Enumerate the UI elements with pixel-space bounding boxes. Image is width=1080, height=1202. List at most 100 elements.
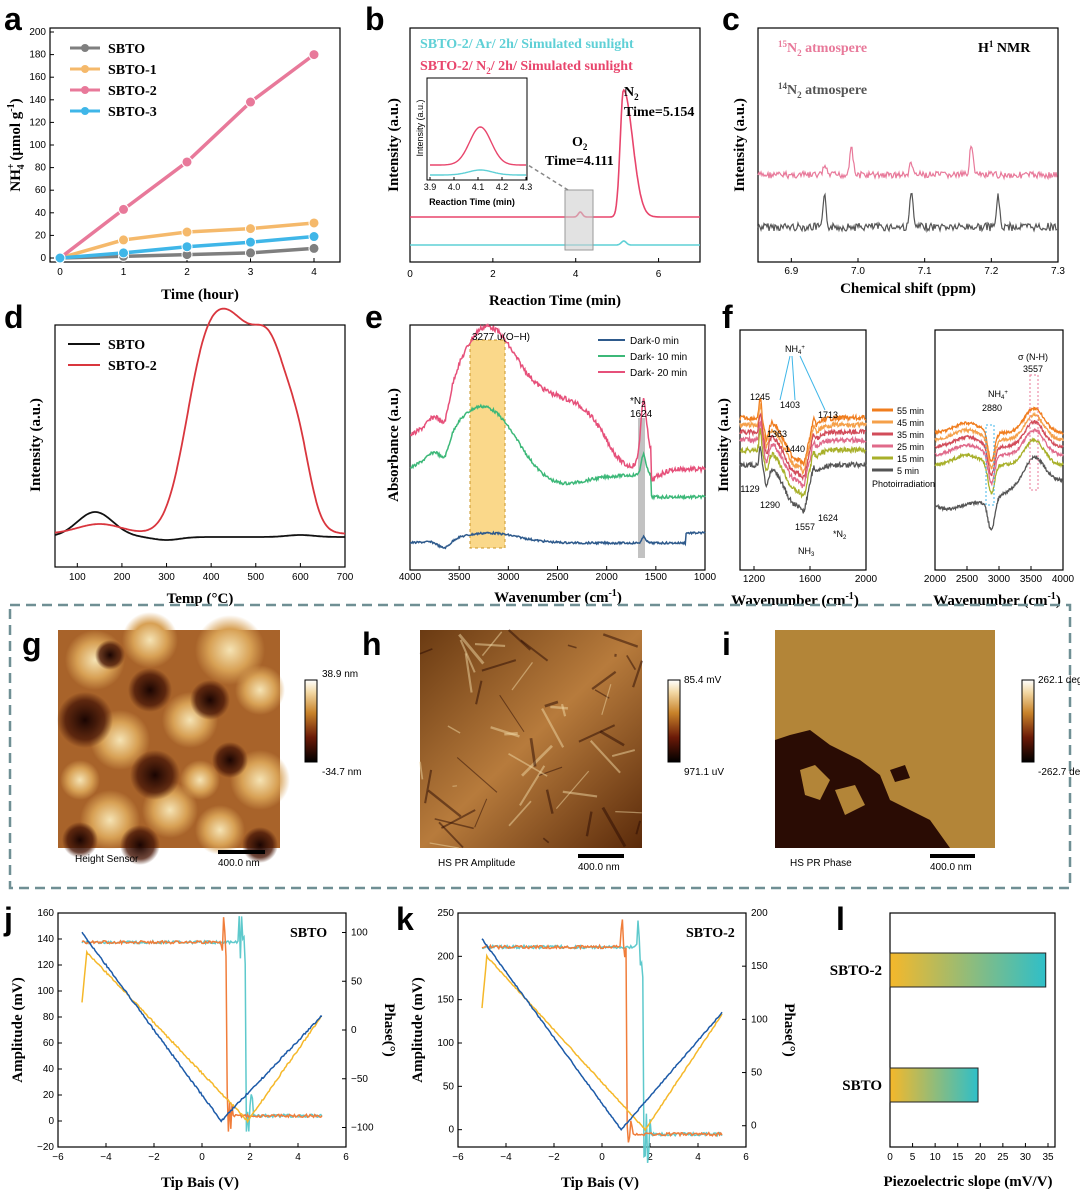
x-tick-label: 5	[910, 1152, 916, 1163]
texture-streak	[458, 633, 485, 665]
panel-e-xlabel: Wavenumber (cm-1)	[494, 588, 622, 606]
texture-streak	[544, 700, 559, 708]
panel-d-ylabel: Intensity (a.u.)	[28, 398, 44, 492]
height-peak	[195, 805, 245, 855]
panel-d-xlabel: Temp (°C)	[167, 591, 234, 607]
texture-streak	[542, 837, 550, 844]
x-tick-label: 4000	[399, 572, 422, 583]
panel-e-legend: Dark-0 min Dark- 10 min Dark- 20 min	[598, 336, 687, 379]
panel-f-xlabel-right: Wavenumber (cm-1)	[933, 591, 1061, 609]
o2-peak-time: Time=4.111	[545, 154, 614, 169]
x-tick-label: 0	[407, 269, 413, 280]
height-peak	[60, 760, 100, 800]
inset-x-tick: 4.3	[520, 182, 533, 192]
legend-label: SBTO-2	[108, 84, 157, 99]
legend-marker	[81, 86, 89, 94]
inset-x-tick: 4.1	[472, 182, 485, 192]
series-15-min-right	[934, 437, 1064, 495]
afm-g-caption: Height Sensor	[75, 854, 139, 865]
x-tick-label: 2	[184, 267, 190, 278]
panel-c-frame	[757, 27, 1059, 263]
panel-e-ylabel: Absorbance (a.u.)	[386, 388, 402, 502]
data-point	[245, 96, 256, 108]
panel-d-chart: Temp (°C) Intensity (a.u.) 100 200 300 400 5…	[28, 307, 354, 607]
y2-tick-label: 150	[751, 961, 768, 972]
height-valley	[190, 680, 230, 720]
ann-1713: 1713	[818, 410, 838, 420]
ann-1290: 1290	[760, 500, 780, 510]
y-tick-label: 100	[437, 1038, 454, 1049]
panel-letter-j: j	[3, 901, 13, 937]
texture-streak	[550, 705, 569, 710]
y2-tick-label: 100	[351, 928, 368, 939]
panel-b-chart: Reaction Time (min) Intensity (a.u.) 0 2 4…	[386, 27, 701, 309]
ann-nh: σ (N-H)	[1018, 352, 1048, 362]
bar-label-SBTO: SBTO	[842, 1078, 882, 1094]
texture-streak	[504, 732, 518, 736]
series-14n2-trace	[757, 192, 1058, 234]
panel-b-xlabel: Reaction Time (min)	[489, 293, 621, 309]
texture-streak	[511, 662, 534, 691]
colorbar-g-min: -34.7 nm	[322, 767, 361, 778]
texture-streak	[601, 806, 627, 848]
legend-label: 25 min	[897, 442, 924, 452]
ann-n2: *N2	[833, 529, 847, 541]
texture-streak	[521, 744, 553, 777]
afm-dashed-frame	[8, 603, 1072, 890]
ann-1557: 1557	[795, 522, 815, 532]
texture-streak	[508, 800, 532, 827]
legend-15n2: 15N2 atmospere	[778, 39, 867, 58]
y2-tick-label: −50	[351, 1074, 368, 1085]
n2-highlight-band	[638, 418, 645, 558]
panel-a-xlabel: Time (hour)	[161, 287, 239, 303]
ann-arrow	[791, 355, 796, 401]
panel-l-frame	[889, 912, 1056, 1148]
panel-j-ticks: −6 −4 −2 0 2 4 6−20020406080100120140160−100−5…	[37, 908, 374, 1163]
ann-arrow	[779, 355, 791, 401]
legend-note: Photoirradiation	[872, 479, 935, 489]
n2-peak-label: N2	[624, 85, 639, 102]
colorbar-i-min: -262.7 deg	[1038, 767, 1080, 778]
legend-label: 45 min	[897, 418, 924, 428]
panel-j-xlabel: Tip Bais (V)	[161, 1175, 239, 1191]
data-point	[118, 234, 129, 246]
x-tick-label: 3000	[497, 572, 520, 583]
panel-f-ticks: 1200 1600 2000 2000 2500 3000 3500 4000	[743, 566, 1075, 585]
panel-letter-k: k	[396, 901, 414, 937]
texture-streak	[474, 798, 488, 828]
texture-streak	[578, 724, 616, 743]
inset-n2-curve	[430, 126, 526, 166]
panel-letter-b: b	[365, 1, 385, 37]
x-tick-label: 2	[490, 269, 496, 280]
texture-streak	[615, 811, 642, 814]
colorbar-g-max: 38.9 nm	[322, 669, 358, 680]
ann-1129: 1129	[740, 484, 759, 494]
data-point	[181, 241, 193, 253]
panel-k-title: SBTO-2	[686, 926, 735, 941]
panel-j-chart: Tip Bais (V) Amplitude (mV) Phase(°) SBT…	[10, 908, 397, 1191]
x-tick-label: 100	[69, 572, 86, 583]
height-valley	[57, 692, 113, 748]
x-tick-label: 6	[743, 1152, 749, 1163]
x-tick-label: −2	[548, 1152, 560, 1163]
data-point	[118, 247, 129, 259]
texture-streak	[545, 789, 554, 814]
texture-streak	[601, 684, 612, 716]
x-tick-label: 4	[573, 269, 579, 280]
afm-h-caption: HS PR Amplitude	[438, 858, 516, 869]
series-45-min-right	[934, 411, 1064, 470]
series-5-min-right	[934, 454, 1064, 531]
panel-e-chart: Wavenumber (cm-1) Absorbance (a.u.) 4000…	[386, 323, 717, 606]
texture-streak	[635, 820, 641, 835]
texture-streak	[481, 659, 517, 672]
y-tick-label: 160	[37, 908, 54, 919]
series-35-min-right	[934, 419, 1064, 477]
series-5-min-left	[739, 446, 867, 514]
y-tick-label: 80	[35, 163, 47, 174]
colorbar-i	[1021, 679, 1035, 763]
o2-highlight-box	[564, 189, 594, 251]
texture-streak	[507, 629, 532, 651]
ann-1363: 1363	[767, 429, 787, 439]
